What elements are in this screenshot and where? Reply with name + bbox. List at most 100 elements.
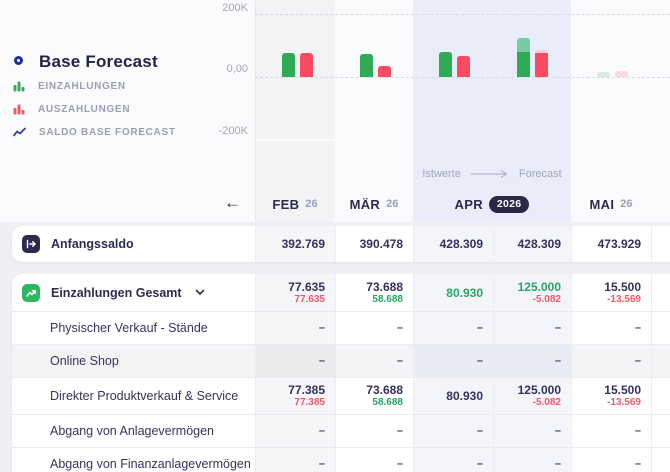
row-label: Anfangssaldo bbox=[51, 237, 134, 251]
auszahlungen-bar-segment bbox=[535, 50, 548, 53]
scroll-left-arrow[interactable]: ← bbox=[224, 193, 241, 212]
y-axis-label-zero: 0,00 bbox=[226, 63, 248, 75]
table-row: Online Shop – – – – – bbox=[12, 344, 670, 377]
empty-value-dash: – bbox=[476, 425, 483, 437]
cell-main-value: 77.385 bbox=[288, 383, 325, 397]
empty-value-dash: – bbox=[476, 322, 483, 334]
value-cell: 80.930 bbox=[413, 378, 493, 414]
row-label: Abgang von Finanzanlagevermögen bbox=[50, 457, 251, 471]
table-row: Abgang von Finanzanlagevermögen – – – – – bbox=[12, 447, 670, 472]
month-header-row: FEB 26 MÄR 26 APR 2026 MAI 26 bbox=[0, 186, 670, 222]
cashflow-table-card: Einzahlungen Gesamt 77.635 77.635 73.688 58.… bbox=[12, 274, 670, 472]
row-label-cell[interactable]: Abgang von Anlagevermögen bbox=[12, 415, 255, 447]
value-cell: – bbox=[335, 448, 413, 472]
cell-main-value: 473.929 bbox=[597, 237, 641, 251]
empty-value-dash: – bbox=[634, 425, 641, 437]
value-cell: 73.688 58.688 bbox=[335, 274, 413, 311]
start-balance-icon bbox=[22, 235, 40, 253]
scenario-ring-icon bbox=[14, 56, 23, 65]
empty-value-dash: – bbox=[318, 355, 325, 367]
cell-sub-value: 58.688 bbox=[372, 397, 403, 408]
value-cell: – bbox=[493, 448, 571, 472]
table-row: Abgang von Anlagevermögen – – – – – bbox=[12, 414, 670, 447]
row-label-cell[interactable]: Einzahlungen Gesamt bbox=[12, 274, 255, 311]
month-header-mai[interactable]: MAI 26 bbox=[571, 186, 651, 222]
value-cell: 390.478 bbox=[335, 226, 413, 262]
legend-item-einzahlungen[interactable]: EINZAHLUNGEN bbox=[13, 80, 126, 92]
value-cell: – bbox=[335, 345, 413, 377]
empty-value-dash: – bbox=[476, 355, 483, 367]
auszahlungen-bar-segment bbox=[378, 66, 391, 77]
row-label-cell[interactable]: Physischer Verkauf - Stände bbox=[12, 312, 255, 344]
cell-main-value: 125.000 bbox=[517, 279, 561, 294]
value-cell: – bbox=[255, 415, 335, 447]
row-label-cell[interactable]: Direkter Produktverkauf & Service bbox=[12, 378, 255, 414]
row-label: Online Shop bbox=[50, 354, 119, 368]
cutoff-filler-cell bbox=[651, 226, 670, 262]
cell-sub-value: -5.082 bbox=[532, 293, 561, 305]
einzahlungen-bar-segment bbox=[597, 72, 610, 77]
saldo-line-icon bbox=[13, 127, 26, 137]
legend-item-auszahlungen[interactable]: AUSZAHLUNGEN bbox=[13, 103, 130, 115]
cell-main-value: 73.688 bbox=[366, 279, 403, 294]
value-cell: 15.500 -13.569 bbox=[571, 274, 651, 311]
value-cell: – bbox=[413, 312, 493, 344]
empty-value-dash: – bbox=[396, 458, 403, 470]
cutoff-filler-cell bbox=[651, 378, 670, 414]
row-label: Direkter Produktverkauf & Service bbox=[50, 389, 239, 403]
cell-main-value: 390.478 bbox=[359, 237, 403, 251]
value-cell: 125.000 -5.082 bbox=[493, 378, 571, 414]
month-header-feb[interactable]: FEB 26 bbox=[255, 186, 335, 222]
legend-label: AUSZAHLUNGEN bbox=[38, 103, 131, 115]
cutoff-filler-cell bbox=[651, 448, 670, 472]
value-cell: 428.309 bbox=[413, 226, 493, 262]
value-cell: – bbox=[255, 312, 335, 344]
value-cell: 473.929 bbox=[571, 226, 651, 262]
einzahlungen-bar-segment bbox=[282, 53, 295, 77]
empty-value-dash: – bbox=[554, 425, 561, 437]
cell-main-value: 77.635 bbox=[288, 279, 325, 294]
table-row: Physischer Verkauf - Stände – – – – – bbox=[12, 311, 670, 344]
row-label-cell[interactable]: Online Shop bbox=[12, 345, 255, 377]
einzahlungen-bar-segment bbox=[517, 52, 530, 77]
cell-main-value: 15.500 bbox=[604, 383, 641, 397]
month-header-maer[interactable]: MÄR 26 bbox=[335, 186, 413, 222]
chart-left-border bbox=[255, 0, 256, 222]
value-cell: 428.309 bbox=[493, 226, 571, 262]
cell-main-value: 125.000 bbox=[517, 383, 561, 397]
gridline-200k bbox=[255, 14, 670, 15]
month-header-apr[interactable]: APR 2026 bbox=[413, 186, 571, 222]
value-cell: – bbox=[255, 448, 335, 472]
row-label-cell[interactable]: Anfangssaldo bbox=[12, 226, 255, 262]
legend-label: EINZAHLUNGEN bbox=[38, 80, 126, 92]
value-cell: 392.769 bbox=[255, 226, 335, 262]
value-cell: – bbox=[413, 345, 493, 377]
cell-sub-value: 58.688 bbox=[372, 293, 403, 305]
cell-main-value: 392.769 bbox=[281, 237, 325, 251]
auszahlungen-bar-segment bbox=[615, 71, 628, 77]
cell-main-value: 428.309 bbox=[439, 237, 483, 251]
cutoff-filler-cell bbox=[651, 274, 670, 311]
value-cell: – bbox=[255, 345, 335, 377]
table-row: Direkter Produktverkauf & Service 77.385 7… bbox=[12, 377, 670, 414]
value-cell: – bbox=[335, 415, 413, 447]
empty-value-dash: – bbox=[554, 458, 561, 470]
empty-value-dash: – bbox=[396, 425, 403, 437]
month-name: FEB bbox=[272, 196, 300, 212]
value-cell: – bbox=[571, 448, 651, 472]
cell-sub-value: 77.385 bbox=[294, 397, 325, 408]
empty-value-dash: – bbox=[476, 458, 483, 470]
month-year: 26 bbox=[305, 198, 318, 210]
auszahlungen-bar-segment bbox=[300, 53, 313, 77]
empty-value-dash: – bbox=[554, 355, 561, 367]
istwerte-forecast-divider: Istwerte Forecast bbox=[413, 168, 571, 180]
row-label: Abgang von Anlagevermögen bbox=[50, 424, 215, 438]
month-name: MÄR bbox=[349, 196, 381, 212]
empty-value-dash: – bbox=[318, 425, 325, 437]
value-cell: 77.385 77.385 bbox=[255, 378, 335, 414]
chevron-down-icon[interactable] bbox=[195, 289, 205, 296]
row-label-cell[interactable]: Abgang von Finanzanlagevermögen bbox=[12, 448, 255, 472]
scenario-title[interactable]: Base Forecast bbox=[39, 52, 158, 71]
cell-main-value: 80.930 bbox=[446, 389, 483, 403]
legend-item-saldo[interactable]: SALDO BASE FORECAST bbox=[13, 126, 176, 138]
